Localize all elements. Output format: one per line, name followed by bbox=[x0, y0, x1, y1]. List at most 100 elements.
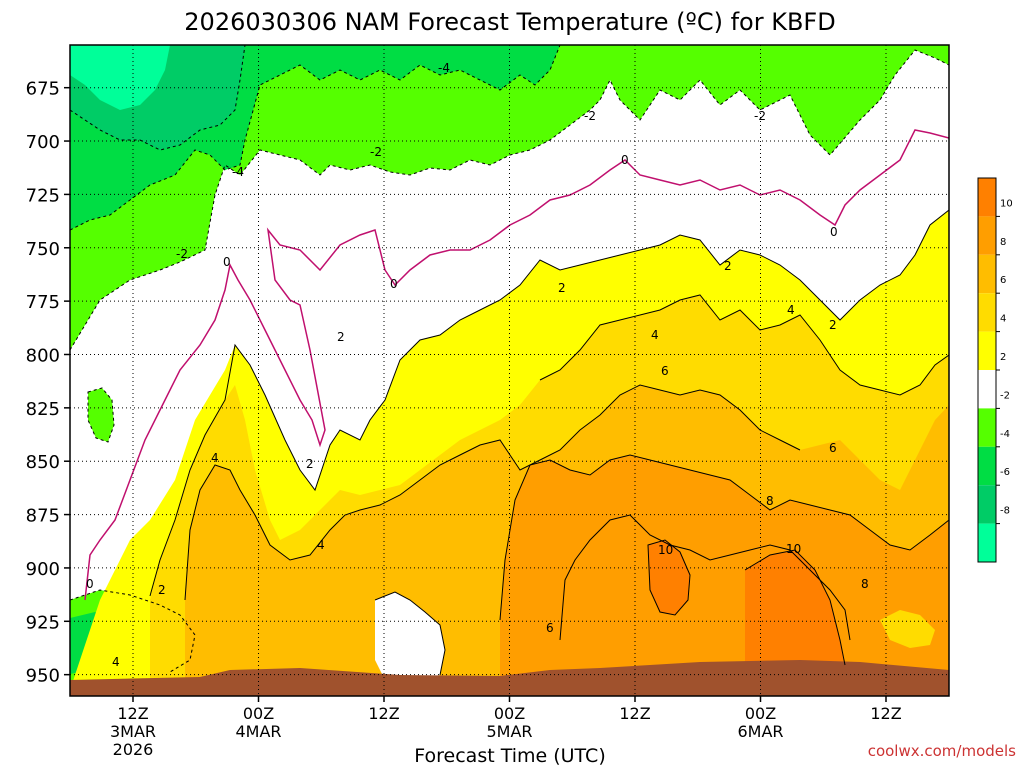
contour-6 bbox=[499, 454, 949, 621]
x-tick-label: 00Z bbox=[243, 704, 274, 723]
svg-text:2: 2 bbox=[337, 330, 345, 344]
contour-10a bbox=[647, 539, 691, 616]
y-tick-label: 825 bbox=[26, 399, 60, 420]
colorbar-label: -4 bbox=[1000, 429, 1010, 440]
x-tick-label: 00Z bbox=[494, 704, 525, 723]
band-minus2-minus4 bbox=[70, 45, 949, 350]
svg-text:6: 6 bbox=[546, 621, 554, 635]
colorbar-label: 4 bbox=[1000, 314, 1006, 325]
contour-0 bbox=[84, 129, 949, 601]
svg-text:8: 8 bbox=[766, 494, 774, 508]
contour-lower-white bbox=[374, 591, 446, 676]
chart-title: 2026030306 NAM Forecast Temperature (ºC)… bbox=[184, 8, 835, 36]
band-below-minus8 bbox=[70, 45, 170, 110]
x-tick-label: 6MAR bbox=[737, 722, 783, 741]
y-tick-label: 750 bbox=[26, 239, 60, 260]
y-tick-label: 900 bbox=[26, 559, 60, 580]
y-tick-label: 850 bbox=[26, 452, 60, 473]
x-tick-label: 5MAR bbox=[486, 722, 532, 741]
y-axis: 675 700 725 750 775 800 825 850 875 900 925 950 bbox=[26, 79, 70, 687]
x-axis-title: Forecast Time (UTC) bbox=[414, 745, 605, 767]
svg-text:4: 4 bbox=[317, 538, 325, 552]
svg-text:-4: -4 bbox=[232, 165, 244, 179]
band-right-pocket bbox=[880, 610, 935, 648]
colorbar-swatch bbox=[978, 331, 996, 370]
contour-4 bbox=[184, 384, 801, 601]
contour-8 bbox=[559, 514, 851, 641]
colorbar-swatch bbox=[978, 178, 996, 217]
x-tick-label: 12Z bbox=[619, 704, 650, 723]
contour-minus2-lower bbox=[70, 589, 196, 673]
colorbar-label: 10 bbox=[1000, 198, 1013, 209]
svg-text:2: 2 bbox=[306, 457, 314, 471]
x-tick-label: 00Z bbox=[745, 704, 776, 723]
svg-text:-4: -4 bbox=[438, 61, 450, 75]
colorbar-swatch bbox=[978, 216, 996, 255]
contour-labels: -4 -4 4 -2 -2 -2 -2 0 0 0 0 0 2 2 2 2 2 … bbox=[86, 61, 869, 669]
y-tick-label: 800 bbox=[26, 345, 60, 366]
colorbar-swatch bbox=[978, 254, 996, 294]
y-tick-label: 925 bbox=[26, 612, 60, 633]
colorbar-swatch bbox=[978, 523, 996, 562]
y-tick-label: 775 bbox=[26, 292, 60, 313]
contour-4b bbox=[539, 294, 949, 396]
x-tick-label: 12Z bbox=[368, 704, 399, 723]
colorbar-swatch bbox=[978, 446, 996, 486]
contour-minus4-upper bbox=[70, 45, 561, 231]
colorbar-label: -2 bbox=[1000, 390, 1010, 401]
temperature-field bbox=[70, 45, 949, 696]
y-tick-label: 700 bbox=[26, 132, 60, 153]
svg-text:0: 0 bbox=[223, 255, 231, 269]
colorbar-swatch bbox=[978, 408, 996, 447]
x-tick-label: 3MAR bbox=[110, 722, 156, 741]
colorbar-label: -6 bbox=[1000, 467, 1010, 478]
svg-text:2: 2 bbox=[558, 281, 566, 295]
svg-text:0: 0 bbox=[86, 577, 94, 591]
colorbar-label: 6 bbox=[1000, 275, 1006, 286]
band-above-10-a bbox=[648, 540, 690, 615]
contour-minus2-blob bbox=[87, 387, 115, 443]
credit-text: coolwx.com/models bbox=[868, 742, 1016, 760]
svg-text:4: 4 bbox=[112, 655, 120, 669]
x-tick-label: 4MAR bbox=[235, 722, 281, 741]
band-lower-white bbox=[375, 592, 445, 680]
contour-10b bbox=[744, 549, 846, 666]
svg-text:6: 6 bbox=[661, 364, 669, 378]
x-tick-label: 12Z bbox=[870, 704, 901, 723]
y-tick-label: 725 bbox=[26, 185, 60, 206]
svg-text:6: 6 bbox=[829, 441, 837, 455]
svg-text:10: 10 bbox=[786, 542, 801, 556]
x-tick-label: 2026 bbox=[113, 740, 154, 759]
y-tick-label: 875 bbox=[26, 506, 60, 527]
colorbar-swatch bbox=[978, 485, 996, 524]
y-tick-label: 675 bbox=[26, 79, 60, 100]
colorbar: 10 8 6 4 2 -2 -4 -6 -8 bbox=[977, 177, 1013, 563]
svg-text:-2: -2 bbox=[176, 247, 188, 261]
svg-text:4: 4 bbox=[787, 303, 795, 317]
colorbar-swatch bbox=[978, 370, 996, 409]
svg-text:0: 0 bbox=[621, 153, 629, 167]
band-green-blob bbox=[88, 388, 114, 442]
svg-text:-2: -2 bbox=[754, 109, 766, 123]
y-tick-label: 950 bbox=[26, 666, 60, 687]
svg-text:4: 4 bbox=[651, 328, 659, 342]
x-tick-label: 12Z bbox=[117, 704, 148, 723]
colorbar-label: -8 bbox=[1000, 506, 1010, 517]
colorbar-label: 2 bbox=[1000, 352, 1006, 363]
contours bbox=[70, 45, 949, 676]
gridlines bbox=[70, 45, 949, 696]
svg-text:-2: -2 bbox=[370, 145, 382, 159]
contour-minus2-upper bbox=[70, 49, 949, 351]
svg-text:2: 2 bbox=[724, 259, 732, 273]
colorbar-swatch bbox=[978, 293, 996, 332]
svg-text:2: 2 bbox=[158, 583, 166, 597]
svg-text:8: 8 bbox=[861, 577, 869, 591]
contour-2 bbox=[149, 209, 949, 597]
svg-text:10: 10 bbox=[658, 543, 673, 557]
svg-text:4: 4 bbox=[211, 451, 219, 465]
svg-text:-2: -2 bbox=[584, 109, 596, 123]
contour-minus6 bbox=[70, 45, 246, 151]
svg-text:2: 2 bbox=[829, 318, 837, 332]
